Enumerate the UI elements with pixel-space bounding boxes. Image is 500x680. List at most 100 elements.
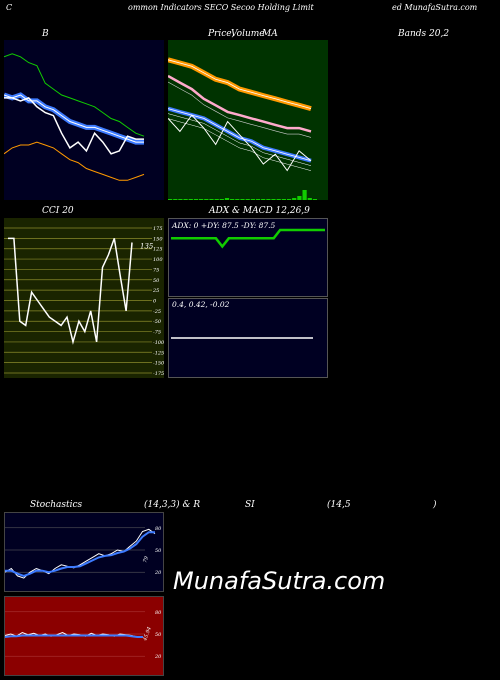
adx-panel: ADX: 0 +DY: 87.5 -DY: 87.5	[168, 218, 328, 297]
bollinger-price-line	[4, 97, 144, 155]
cci-tick-label: -175	[153, 371, 164, 377]
label-stoch-params: (14,3,3) & R	[144, 500, 201, 510]
bollinger-chart	[4, 53, 145, 181]
cci-chart: 175 150 125 100 75 50 25 0 -25 -50 -75 -100 -125 -150…	[4, 226, 164, 377]
macd-values: 0.4, 0.42, -0.02	[172, 300, 230, 309]
volume-bar	[183, 199, 188, 200]
volume-bar	[209, 199, 214, 200]
stoch-k-line	[5, 528, 156, 579]
price-ma-panel	[168, 40, 328, 200]
cci-tick-label: 100	[153, 257, 163, 263]
ma-orange-core	[168, 59, 312, 109]
ma-pink-shadow-line	[168, 81, 312, 138]
volume-bar	[235, 199, 240, 200]
cci-tick-label: 125	[153, 247, 163, 253]
header-title: ommon Indicators SECO Secoo Holding Limi…	[128, 3, 314, 12]
rsi-last-label: 45.94	[142, 626, 153, 642]
label-ma: MA	[262, 29, 278, 39]
volume-bar	[168, 199, 173, 200]
adx-line	[171, 228, 325, 249]
cci-panel: 175 150 125 100 75 50 25 0 -25 -50 -75 -100 -125 -150…	[4, 218, 164, 378]
bollinger-middle-band-core	[4, 94, 144, 143]
ma-blue-envelope-lower	[168, 118, 312, 171]
label-stochastics: Stochastics	[30, 500, 83, 510]
cci-tick-label: -100	[153, 340, 164, 346]
cci-line	[8, 237, 133, 345]
stochastics-chart: 80 50 20 79	[5, 526, 162, 579]
rsi-smooth-line	[5, 634, 143, 638]
label-volume: Volume	[231, 29, 265, 39]
volume-bar	[302, 190, 307, 200]
stoch-last-label: 79	[142, 555, 150, 564]
volume-bar	[266, 199, 271, 200]
cci-tick-label: 25	[152, 288, 159, 294]
volume-bar	[287, 199, 292, 200]
rsi-panel: 80 50 20 45.94	[4, 596, 164, 676]
volume-bar	[250, 199, 255, 200]
volume-bar	[255, 199, 261, 200]
bollinger-lower-line	[4, 141, 145, 181]
cci-tick-label: 175	[153, 226, 163, 232]
label-close-paren: )	[433, 500, 437, 510]
label-adx: ADX & MACD 12,26,9	[209, 206, 310, 216]
volume-bar	[245, 199, 250, 200]
stoch-tick-label: 80	[155, 526, 162, 532]
label-rsi-params: (14,5	[327, 500, 351, 510]
volume-bar	[312, 199, 317, 200]
label-bands: Bands 20,2	[398, 29, 450, 39]
stoch-tick-label: 50	[155, 548, 162, 554]
stoch-d-line	[5, 531, 155, 577]
label-cci: CCI 20	[42, 206, 74, 216]
volume-bar	[307, 198, 312, 200]
volume-bar	[230, 199, 235, 200]
bollinger-panel	[4, 40, 164, 200]
adx-values: ADX: 0 +DY: 87.5 -DY: 87.5	[172, 221, 276, 230]
ma-blue-envelope-upper	[168, 113, 312, 166]
cci-tick-label: -125	[153, 350, 164, 356]
cci-tick-label: 0	[153, 299, 157, 305]
volume-bar	[199, 199, 204, 200]
volume-bar	[193, 199, 199, 200]
cci-tick-label: -150	[153, 361, 164, 367]
volume-bar	[240, 199, 245, 200]
volume-bar	[292, 198, 297, 200]
header-site: ed MunafaSutra.com	[392, 3, 478, 12]
volume-bar	[219, 199, 224, 200]
adx-chart	[171, 228, 325, 249]
bollinger-upper-line	[4, 53, 145, 137]
rsi-tick-label: 80	[155, 610, 162, 616]
cci-tick-label: 75	[153, 267, 159, 273]
cci-tick-label: 150	[153, 236, 163, 242]
watermark: MunafaSutra.com	[173, 567, 386, 595]
volume-bar	[281, 199, 286, 200]
cci-tick-label: 50	[153, 278, 160, 284]
ma-pink-line	[168, 74, 312, 133]
volume-bar	[224, 198, 230, 200]
bollinger-middle-band-line	[4, 92, 144, 145]
stoch-tick-label: 20	[154, 570, 162, 576]
macd-chart	[171, 337, 313, 339]
cci-tick-label: -50	[153, 319, 162, 325]
header-c: C	[6, 3, 13, 12]
volume-bar	[271, 199, 276, 200]
cci-tick-label: -75	[153, 330, 161, 336]
cci-tick-label: -25	[153, 309, 161, 315]
rsi-tick-label: 50	[155, 632, 162, 638]
price-ma-chart	[168, 57, 317, 200]
label-si: SI	[245, 500, 255, 510]
volume-bar	[178, 199, 183, 200]
label-bollinger: B	[42, 29, 49, 39]
volume-bar	[214, 199, 219, 200]
price-line	[168, 114, 312, 172]
ma-orange-line	[168, 57, 312, 112]
rsi-tick-label: 20	[154, 654, 162, 660]
macd-panel: 0.4, 0.42, -0.02	[168, 298, 328, 378]
rsi-chart: 80 50 20 45.94	[5, 610, 162, 660]
volume-bar	[297, 196, 302, 200]
volume-bar	[276, 199, 281, 200]
label-price: Price,	[208, 29, 235, 39]
volume-bar	[261, 199, 266, 200]
volume-bar	[204, 199, 209, 200]
cci-last-label: 135	[140, 243, 154, 251]
volume-bar	[173, 199, 178, 200]
